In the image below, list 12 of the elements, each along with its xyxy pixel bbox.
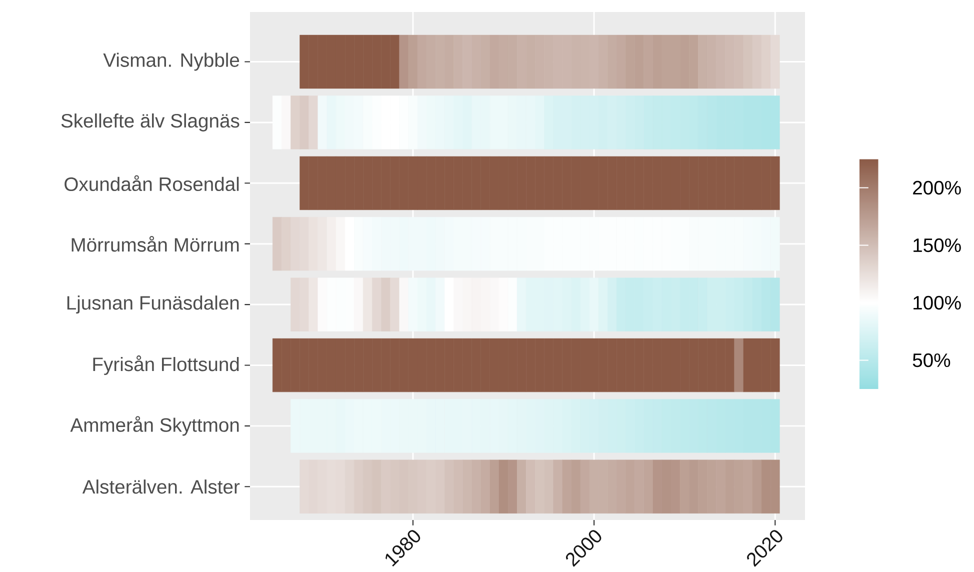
color-bar-label: 150% [914,238,961,252]
color-bar-label: 50% [912,353,950,368]
y-tick-label: Ammerån Skyttmon [70,416,239,436]
y-tick-label: Alsterälven. Alster [82,480,240,494]
y-tick-label: Visman. Nybble [103,52,240,71]
color-bar-label: 100% [914,296,961,310]
y-tick-label: Fyrisån Flottsund [93,355,239,376]
y-tick-label: Ljusnan Funäsdalen [67,296,239,314]
y-tick-label: Oxundaån Rosendal [64,175,239,192]
y-tick-label: Mörrumsån Mörrum [72,236,239,252]
color-bar-label: 200% [913,180,961,195]
y-tick-label: Skellefte älv Slagnäs [61,113,240,132]
